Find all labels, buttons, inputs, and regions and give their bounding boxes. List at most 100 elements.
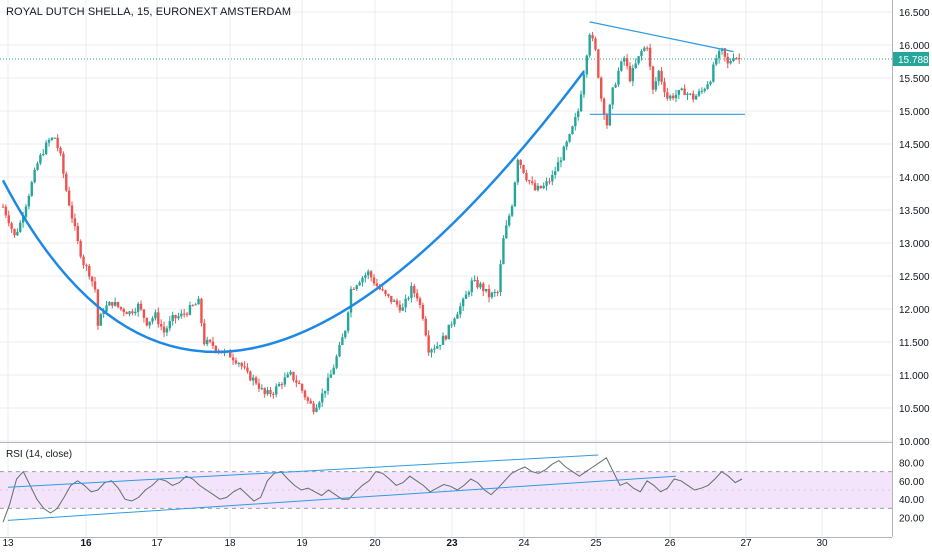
candle-body [352,288,356,290]
candle-body [415,293,419,299]
candle-body [487,288,491,298]
rsi-indicator-label[interactable]: RSI (14, close) [6,449,73,460]
candle-body [401,307,404,311]
candle-body [571,126,574,135]
candle-body [528,180,531,182]
candle-body [510,206,514,216]
candle-body [180,313,183,317]
candle-body [154,312,157,319]
candle-body [375,283,379,287]
candle-body [19,222,22,232]
candle-body [605,114,609,126]
candle-body [76,226,79,242]
candle-body [473,279,476,281]
y-tick-label: 13.500 [899,206,930,217]
candle-body [85,265,88,267]
candle-body [637,56,640,64]
candle-body [300,383,304,391]
candle-body [171,315,174,322]
candle-body [706,84,709,89]
candle-body [436,346,439,349]
candle-body [493,291,496,293]
candle-body [611,87,614,105]
candle-body [275,386,278,395]
candle-body [364,275,367,278]
candle-body [39,155,42,164]
candle-body [105,305,108,312]
candle-body [499,264,502,293]
x-tick-label: 17 [151,538,163,549]
candle-body [516,159,519,183]
candle-body [505,225,508,239]
candle-body [648,47,652,67]
candle-body [427,335,430,353]
candle-body [398,304,402,311]
candle-body [574,117,577,127]
y-tick-label: 14.000 [899,173,930,184]
candle-body [4,206,8,216]
candle-body [246,367,249,372]
candle-body [579,94,583,112]
candle-body [735,58,738,60]
candle-body [723,48,727,57]
candle-body [211,341,215,346]
candle-body [303,390,307,398]
candle-body [229,350,232,358]
candle-body [27,195,31,207]
candle-body [441,335,445,345]
candle-body [165,328,169,333]
candle-body [122,309,125,313]
candle-body [321,393,324,403]
candle-body [367,271,370,276]
candle-body [10,223,13,229]
candle-body [50,137,54,140]
candle-body [119,306,123,310]
candle-body [459,306,462,315]
candle-body [177,316,180,319]
candle-body [556,162,560,172]
candle-body [464,294,468,299]
candle-body [145,317,148,326]
candle-body [669,95,672,99]
candle-body [257,383,261,389]
x-tick-label: 30 [816,538,828,549]
candle-body [283,377,287,385]
candle-body [634,63,637,68]
candle-body [234,360,238,364]
candle-body [496,291,499,293]
candle-body [482,283,485,292]
candle-body [191,305,195,307]
candle-body [194,304,197,306]
candle-body [717,51,721,59]
candle-body [56,137,59,148]
rsi-tick-label: 40.00 [899,495,924,506]
candle-body [272,393,275,395]
candle-body [332,367,335,375]
candle-body [709,81,712,85]
candle-body [410,285,413,298]
candle-body [134,311,137,314]
candle-body [42,153,45,156]
candle-body [614,84,617,88]
candle-body [447,324,450,340]
candle-body [277,384,281,387]
candle-body [111,301,114,306]
candle-body [683,88,686,96]
candle-body [182,313,186,315]
candle-body [381,289,384,291]
y-tick-label: 12.500 [899,272,930,283]
candle-body [33,169,36,183]
candle-body [341,337,344,346]
candle-body [407,297,410,299]
candle-body [646,47,649,49]
candle-body [565,141,568,147]
candle-body [1,206,5,208]
candle-body [361,277,364,283]
candle-body [88,265,91,277]
candle-body [715,58,718,65]
x-tick-label: 24 [518,538,530,549]
candle-body [292,371,295,381]
